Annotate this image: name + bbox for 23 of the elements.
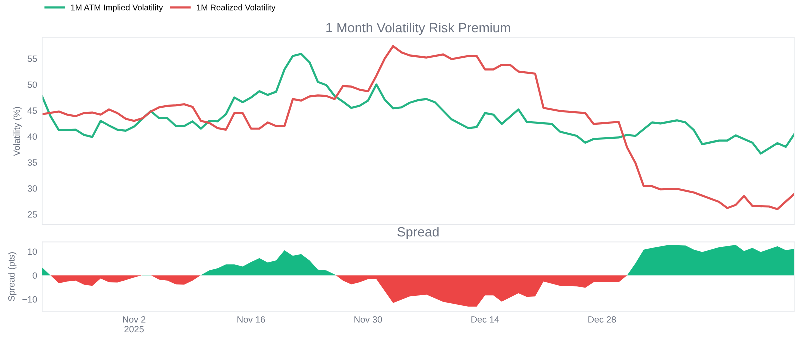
y-axis-title: Spread (pts) [8,252,17,302]
legend-label: 1M ATM Implied Volatility [71,4,164,12]
y-tick-label: 40 [28,134,38,140]
chart-title: Spread [398,227,439,240]
x-tick-label: Nov 30 [354,316,382,323]
x-tick-label: Nov 16 [238,316,266,323]
x-tick-label: Dec 14 [472,316,500,323]
y-tick-label: 30 [28,186,38,192]
y-tick-label: 45 [28,108,38,114]
legend-label: 1M Realized Volatility [197,4,276,12]
x-tick-label: Nov 2 2025 [123,316,146,333]
y-tick-label: 50 [28,82,38,88]
y-tick-label: 10 [28,248,38,256]
x-tick-label: Dec 28 [588,316,616,323]
line-series [42,45,794,210]
chart-title: 1 Month Volatility Risk Premium [326,22,510,36]
y-tick-label: 0 [32,272,38,279]
y-tick-label: 35 [28,160,38,166]
y-axis-title: Volatility (%) [14,107,22,156]
y-tick-label: 25 [28,211,38,218]
y-tick-label: −10 [22,296,38,303]
y-tick-label: 55 [28,56,38,62]
line-series [42,53,794,155]
